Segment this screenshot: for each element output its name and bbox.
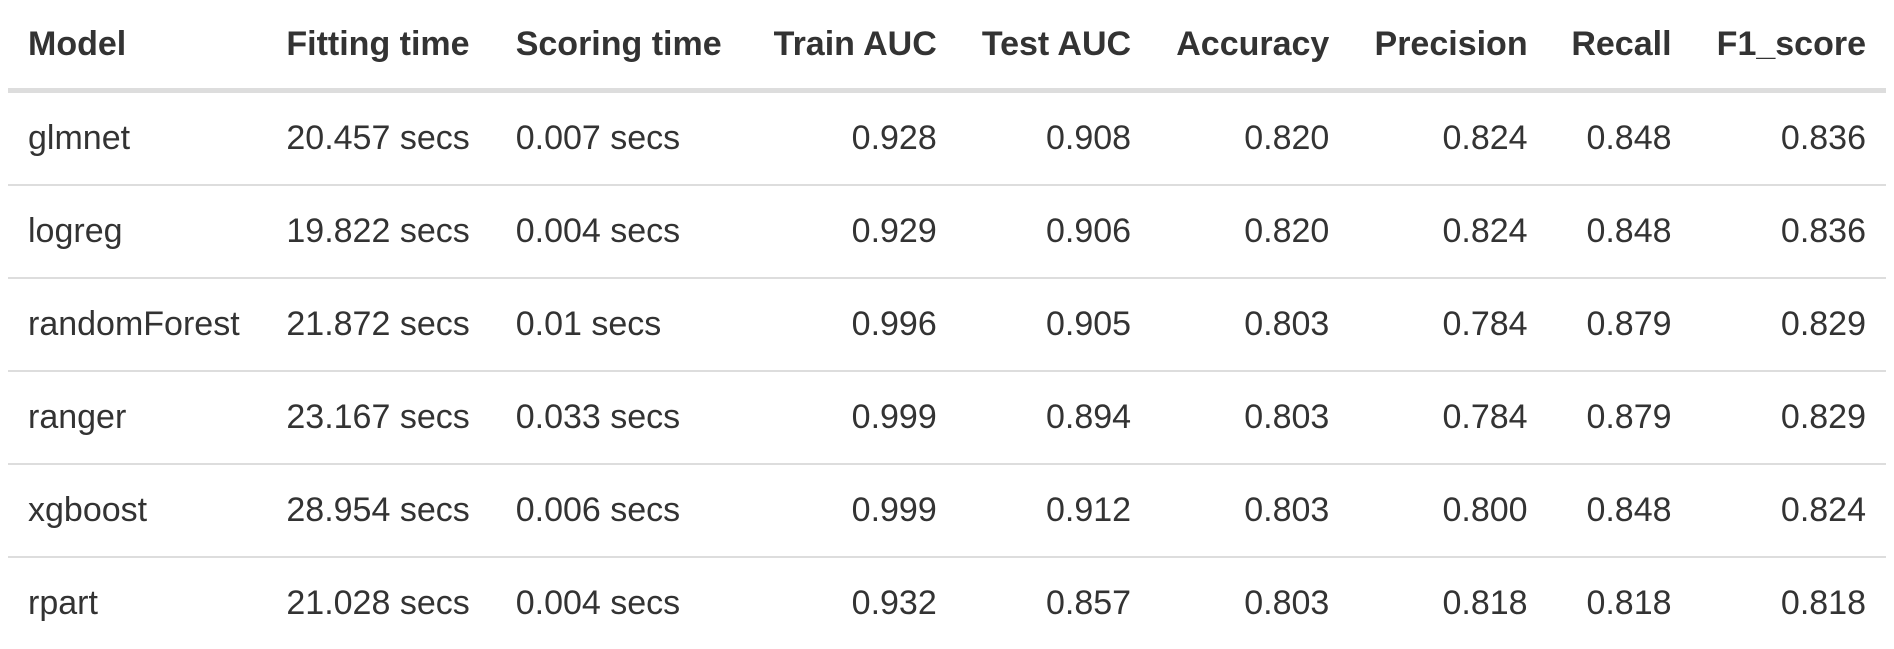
cell-fitting-time: 21.872 secs <box>266 278 495 371</box>
cell-f1-score: 0.824 <box>1692 464 1886 557</box>
table-row: glmnet 20.457 secs 0.007 secs 0.928 0.90… <box>8 91 1886 186</box>
column-header-fitting-time: Fitting time <box>266 0 495 91</box>
column-header-model: Model <box>8 0 266 91</box>
cell-recall: 0.818 <box>1548 557 1692 649</box>
column-header-accuracy: Accuracy <box>1151 0 1349 91</box>
table-row: xgboost 28.954 secs 0.006 secs 0.999 0.9… <box>8 464 1886 557</box>
cell-precision: 0.784 <box>1349 278 1547 371</box>
table-body: glmnet 20.457 secs 0.007 secs 0.928 0.90… <box>8 91 1886 649</box>
column-header-test-auc: Test AUC <box>957 0 1151 91</box>
cell-f1-score: 0.836 <box>1692 185 1886 278</box>
cell-scoring-time: 0.004 secs <box>496 185 749 278</box>
cell-fitting-time: 20.457 secs <box>266 91 495 186</box>
column-header-f1-score: F1_score <box>1692 0 1886 91</box>
cell-recall: 0.848 <box>1548 185 1692 278</box>
cell-train-auc: 0.996 <box>748 278 957 371</box>
cell-accuracy: 0.803 <box>1151 557 1349 649</box>
cell-test-auc: 0.906 <box>957 185 1151 278</box>
results-table-container: Model Fitting time Scoring time Train AU… <box>8 0 1886 649</box>
cell-test-auc: 0.857 <box>957 557 1151 649</box>
cell-test-auc: 0.912 <box>957 464 1151 557</box>
table-row: ranger 23.167 secs 0.033 secs 0.999 0.89… <box>8 371 1886 464</box>
cell-accuracy: 0.803 <box>1151 371 1349 464</box>
cell-train-auc: 0.999 <box>748 464 957 557</box>
cell-scoring-time: 0.007 secs <box>496 91 749 186</box>
table-row: rpart 21.028 secs 0.004 secs 0.932 0.857… <box>8 557 1886 649</box>
cell-accuracy: 0.820 <box>1151 185 1349 278</box>
cell-recall: 0.848 <box>1548 464 1692 557</box>
cell-train-auc: 0.928 <box>748 91 957 186</box>
cell-train-auc: 0.999 <box>748 371 957 464</box>
cell-test-auc: 0.905 <box>957 278 1151 371</box>
cell-precision: 0.800 <box>1349 464 1547 557</box>
cell-f1-score: 0.836 <box>1692 91 1886 186</box>
cell-model: logreg <box>8 185 266 278</box>
cell-model: glmnet <box>8 91 266 186</box>
cell-model: rpart <box>8 557 266 649</box>
cell-accuracy: 0.820 <box>1151 91 1349 186</box>
cell-accuracy: 0.803 <box>1151 278 1349 371</box>
cell-recall: 0.879 <box>1548 371 1692 464</box>
cell-precision: 0.818 <box>1349 557 1547 649</box>
column-header-train-auc: Train AUC <box>748 0 957 91</box>
table-row: randomForest 21.872 secs 0.01 secs 0.996… <box>8 278 1886 371</box>
cell-fitting-time: 28.954 secs <box>266 464 495 557</box>
cell-model: xgboost <box>8 464 266 557</box>
model-results-table: Model Fitting time Scoring time Train AU… <box>8 0 1886 649</box>
cell-test-auc: 0.894 <box>957 371 1151 464</box>
cell-precision: 0.824 <box>1349 185 1547 278</box>
column-header-precision: Precision <box>1349 0 1547 91</box>
cell-model: randomForest <box>8 278 266 371</box>
cell-scoring-time: 0.004 secs <box>496 557 749 649</box>
column-header-scoring-time: Scoring time <box>496 0 749 91</box>
cell-accuracy: 0.803 <box>1151 464 1349 557</box>
cell-precision: 0.824 <box>1349 91 1547 186</box>
column-header-recall: Recall <box>1548 0 1692 91</box>
cell-f1-score: 0.829 <box>1692 278 1886 371</box>
cell-scoring-time: 0.006 secs <box>496 464 749 557</box>
table-row: logreg 19.822 secs 0.004 secs 0.929 0.90… <box>8 185 1886 278</box>
cell-fitting-time: 23.167 secs <box>266 371 495 464</box>
cell-train-auc: 0.929 <box>748 185 957 278</box>
cell-scoring-time: 0.01 secs <box>496 278 749 371</box>
cell-precision: 0.784 <box>1349 371 1547 464</box>
cell-test-auc: 0.908 <box>957 91 1151 186</box>
cell-train-auc: 0.932 <box>748 557 957 649</box>
cell-model: ranger <box>8 371 266 464</box>
cell-scoring-time: 0.033 secs <box>496 371 749 464</box>
header-row: Model Fitting time Scoring time Train AU… <box>8 0 1886 91</box>
cell-fitting-time: 21.028 secs <box>266 557 495 649</box>
cell-recall: 0.879 <box>1548 278 1692 371</box>
table-header: Model Fitting time Scoring time Train AU… <box>8 0 1886 91</box>
cell-f1-score: 0.829 <box>1692 371 1886 464</box>
cell-f1-score: 0.818 <box>1692 557 1886 649</box>
cell-recall: 0.848 <box>1548 91 1692 186</box>
cell-fitting-time: 19.822 secs <box>266 185 495 278</box>
